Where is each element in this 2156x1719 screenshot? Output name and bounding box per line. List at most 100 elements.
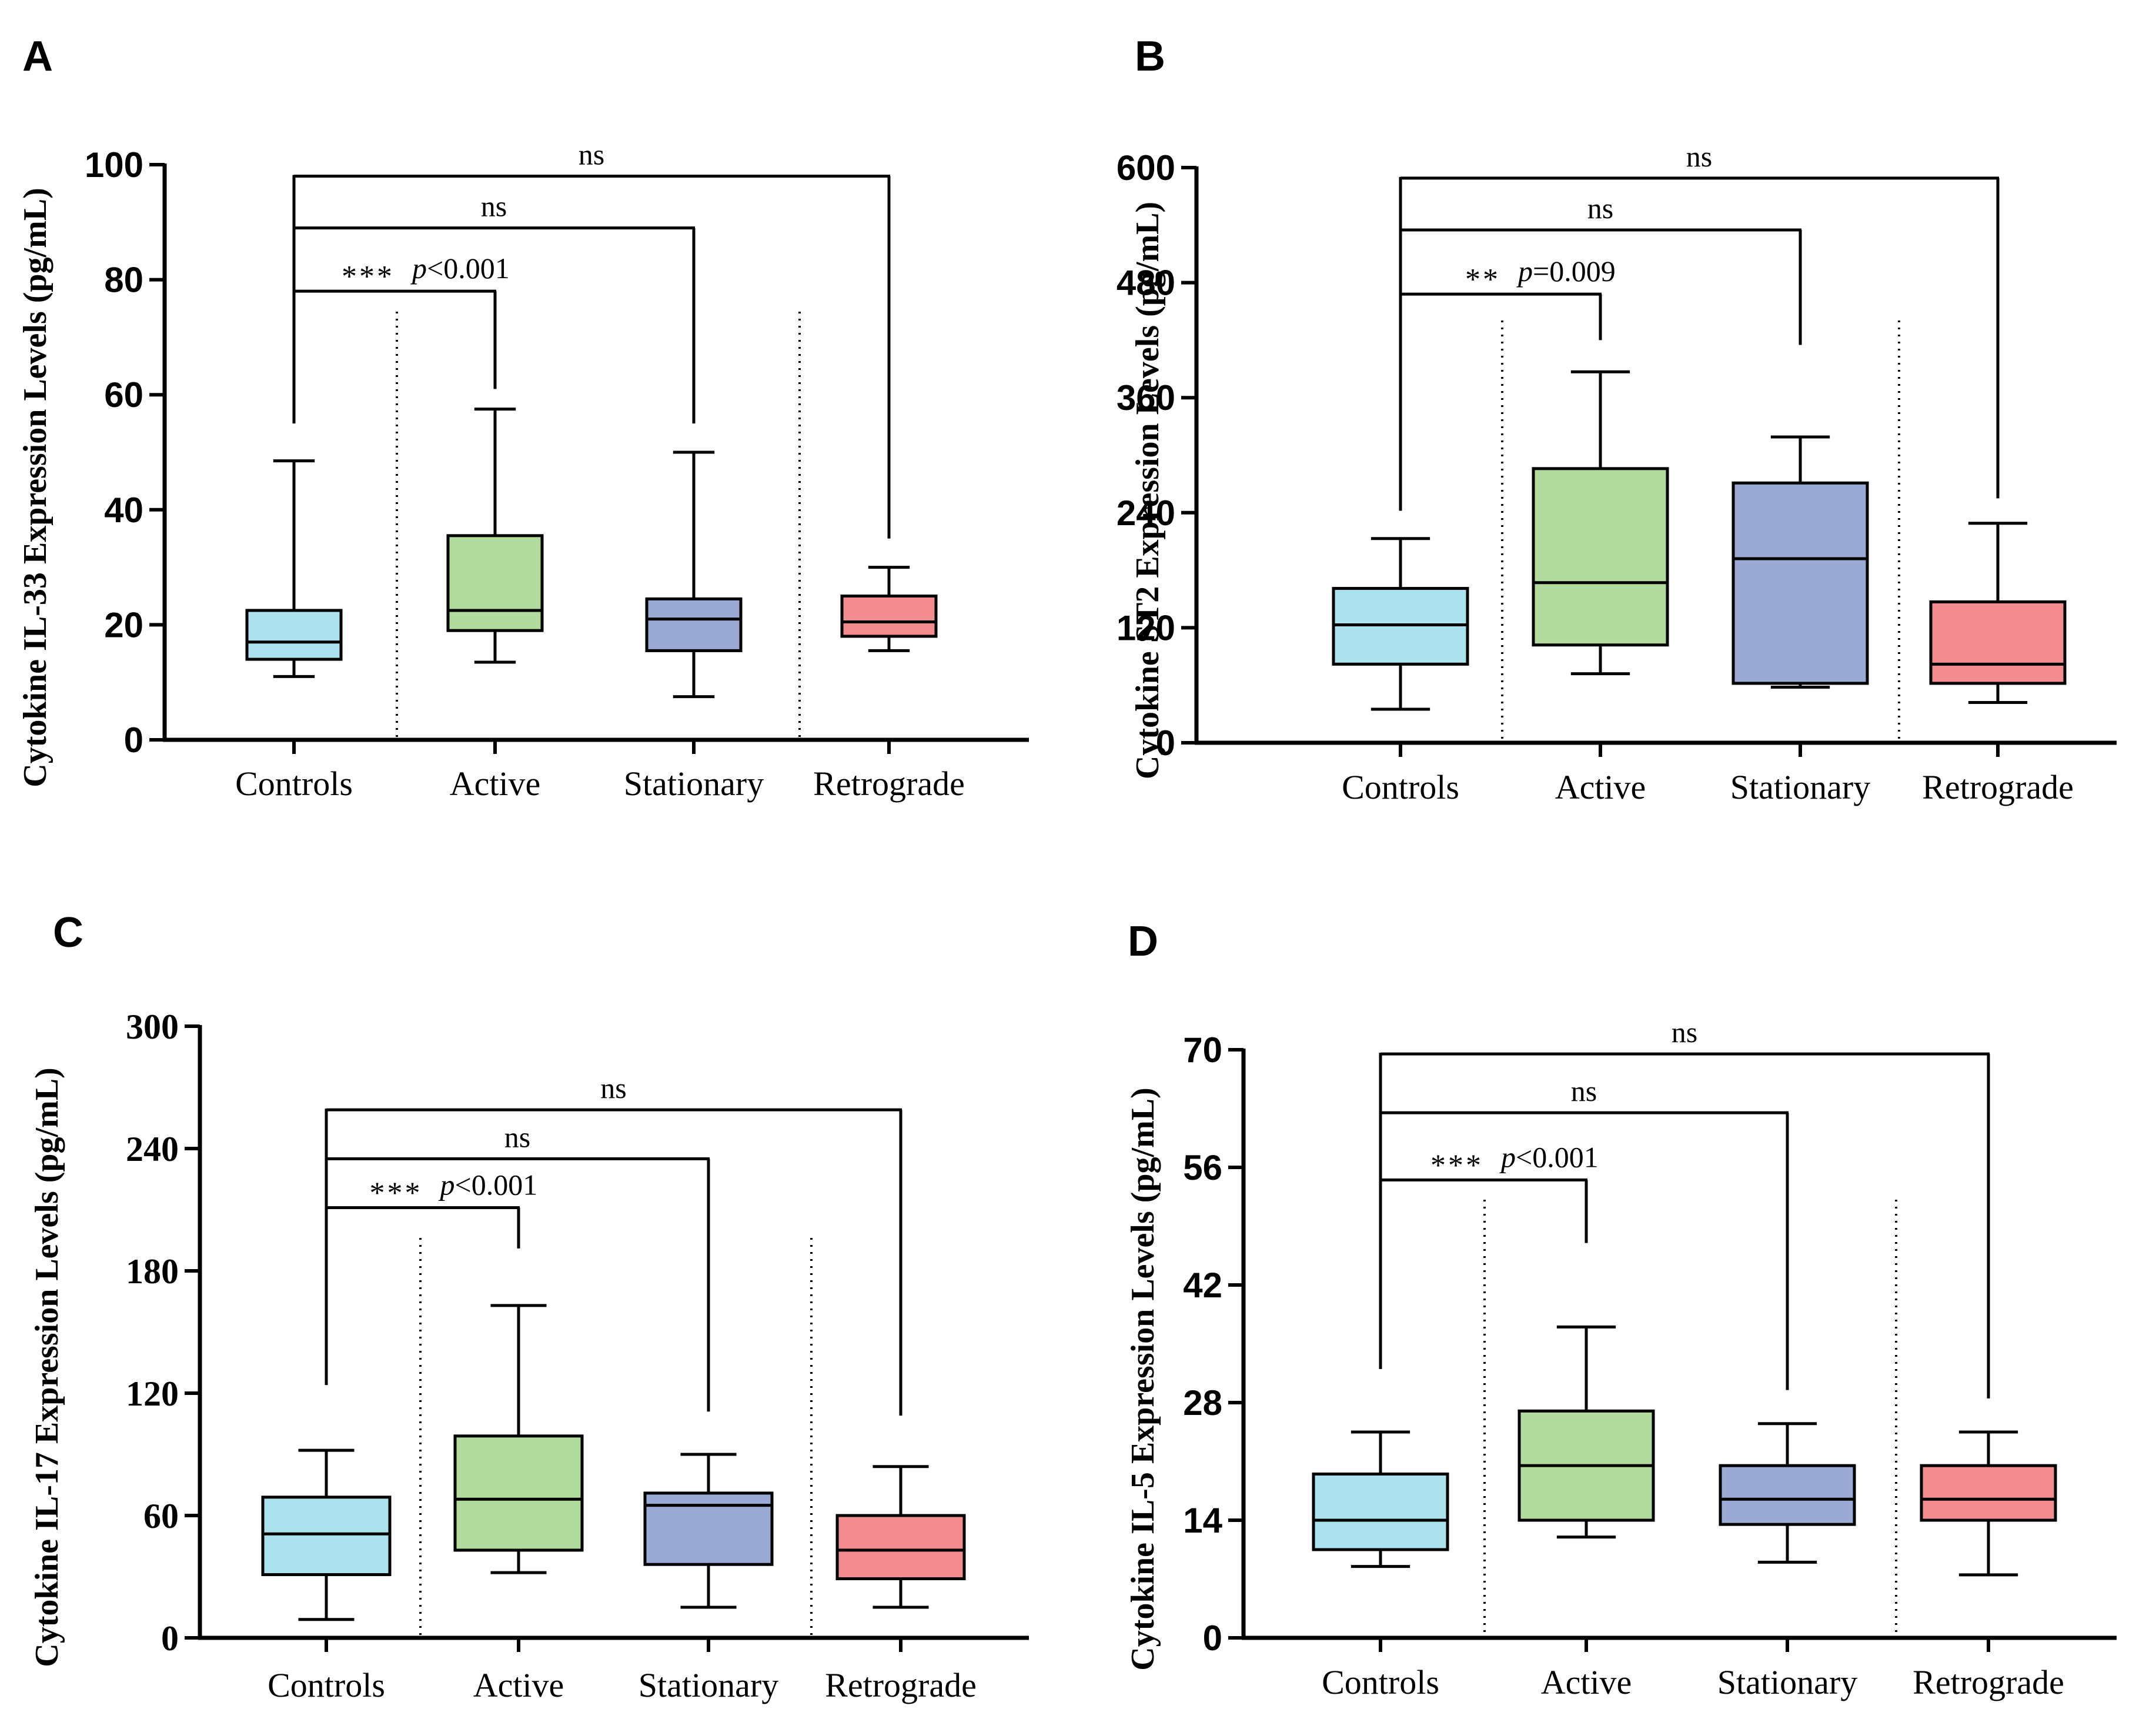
x-tick-label: Active xyxy=(1541,1663,1632,1701)
p-value: p<0.001 xyxy=(1499,1140,1599,1173)
box-controls xyxy=(245,459,343,678)
iqr-box xyxy=(261,1496,392,1577)
x-tick-label: Controls xyxy=(268,1666,385,1704)
y-tick-label: 40 xyxy=(104,490,143,530)
bracket-retrograde: ns xyxy=(326,1072,902,1416)
y-tick-label: 360 xyxy=(1117,378,1175,418)
significance-label: ns xyxy=(481,190,507,223)
iqr-box xyxy=(1929,600,2067,685)
y-tick-label: 120 xyxy=(126,1374,179,1413)
box-controls xyxy=(261,1448,392,1621)
y-axis-label: Cytokine IL-17 Expression Levels (pg/mL) xyxy=(29,1067,65,1667)
panel-a: A Cytokine IL-33 Expression Levels (pg/mL… xyxy=(17,33,1029,803)
y-tick-label: 28 xyxy=(1183,1383,1222,1423)
iqr-box xyxy=(643,1491,774,1566)
iqr-box xyxy=(1719,1464,1856,1526)
panel-label: A xyxy=(22,33,53,80)
significance-stars: *** xyxy=(1430,1149,1483,1182)
x-tick-label: Active xyxy=(450,765,541,803)
x-tick-label: Controls xyxy=(235,765,353,803)
p-value: p=0.009 xyxy=(1516,255,1616,288)
significance-label: ns xyxy=(579,138,604,171)
x-tick-label: Stationary xyxy=(1717,1663,1857,1701)
box-retrograde xyxy=(1929,522,2067,705)
y-tick-label: 56 xyxy=(1183,1148,1222,1187)
x-tick-label: Stationary xyxy=(1730,768,1870,806)
y-tick-label: 20 xyxy=(104,605,143,645)
iqr-box xyxy=(1532,467,1669,647)
x-tick-label: Stationary xyxy=(624,765,764,803)
box-active xyxy=(446,408,544,664)
box-retrograde xyxy=(835,1465,966,1609)
y-tick-label: 240 xyxy=(1117,493,1175,533)
panel-b: B Cytokine ST2 Expression Levels (pg/mL)0… xyxy=(1117,33,2117,806)
box-active xyxy=(453,1304,584,1574)
x-tick-label: Retrograde xyxy=(825,1666,977,1704)
bracket-retrograde: ns xyxy=(1400,140,2000,499)
significance-label: ns xyxy=(1587,192,1613,225)
panel-c: C Cytokine IL-17 Expression Levels (pg/mL… xyxy=(29,909,1029,1704)
iqr-box xyxy=(840,595,938,638)
y-tick-label: 180 xyxy=(126,1252,179,1291)
bracket-stationary: ns xyxy=(294,190,696,424)
box-controls xyxy=(1332,537,1469,711)
y-tick-label: 240 xyxy=(126,1130,179,1169)
y-axis-label: Cytokine IL-33 Expression Levels (pg/mL) xyxy=(17,188,54,787)
significance-label: ns xyxy=(1686,140,1712,173)
panel-d: D Cytokine IL-5 Expression Levels (pg/mL)… xyxy=(1125,918,2117,1701)
significance-label: ns xyxy=(600,1072,626,1104)
bracket-active: *** p<0.001 xyxy=(1380,1140,1599,1243)
y-tick-label: 0 xyxy=(1203,1618,1222,1658)
y-tick-label: 60 xyxy=(104,375,143,415)
iqr-box xyxy=(835,1514,966,1580)
box-controls xyxy=(1312,1430,1449,1568)
bracket-active: *** p<0.001 xyxy=(294,252,510,389)
y-axis-label: Cytokine IL-5 Expression Levels (pg/mL) xyxy=(1125,1087,1161,1670)
box-stationary xyxy=(1732,435,1869,689)
x-tick-label: Stationary xyxy=(639,1666,778,1704)
x-tick-label: Retrograde xyxy=(1922,768,2074,806)
y-axis-label: Cytokine ST2 Expression Levels (pg/mL) xyxy=(1129,202,1166,779)
significance-label: ns xyxy=(1571,1074,1597,1107)
y-tick-label: 0 xyxy=(124,720,143,760)
iqr-box xyxy=(245,609,343,661)
panel-label: C xyxy=(53,909,83,956)
bracket-stationary: ns xyxy=(326,1120,710,1412)
bracket-stationary: ns xyxy=(1380,1074,1789,1390)
bracket-stationary: ns xyxy=(1400,192,1802,345)
panel-label: B xyxy=(1135,33,1165,80)
x-tick-label: Retrograde xyxy=(813,765,965,803)
iqr-box xyxy=(446,534,544,632)
bracket-retrograde: ns xyxy=(294,138,891,539)
significance-label: ns xyxy=(504,1120,530,1153)
iqr-box xyxy=(1312,1472,1449,1551)
y-tick-label: 480 xyxy=(1117,263,1175,303)
bracket-active: *** p<0.001 xyxy=(326,1169,537,1249)
y-tick-label: 0 xyxy=(1156,723,1175,763)
box-retrograde xyxy=(840,566,938,652)
y-tick-label: 0 xyxy=(161,1619,179,1658)
y-tick-label: 600 xyxy=(1117,148,1175,188)
box-retrograde xyxy=(1920,1430,2057,1577)
x-tick-label: Active xyxy=(1555,768,1646,806)
y-tick-label: 70 xyxy=(1183,1030,1222,1070)
box-stationary xyxy=(1719,1422,1856,1564)
significance-stars: ** xyxy=(1465,263,1500,296)
bracket-retrograde: ns xyxy=(1380,1016,1990,1398)
box-active xyxy=(1532,370,1669,676)
p-value: p<0.001 xyxy=(410,252,510,285)
y-tick-label: 60 xyxy=(143,1497,179,1536)
box-active xyxy=(1517,1325,1655,1539)
p-value: p<0.001 xyxy=(439,1169,538,1201)
x-tick-label: Retrograde xyxy=(1913,1663,2064,1701)
iqr-box xyxy=(645,597,743,652)
box-stationary xyxy=(645,450,743,699)
y-tick-label: 42 xyxy=(1183,1266,1222,1305)
significance-stars: *** xyxy=(370,1177,423,1210)
x-tick-label: Controls xyxy=(1322,1663,1439,1701)
bracket-active: ** p=0.009 xyxy=(1400,255,1616,341)
y-tick-label: 80 xyxy=(104,261,143,300)
iqr-box xyxy=(1920,1464,2057,1522)
iqr-box xyxy=(453,1434,584,1552)
